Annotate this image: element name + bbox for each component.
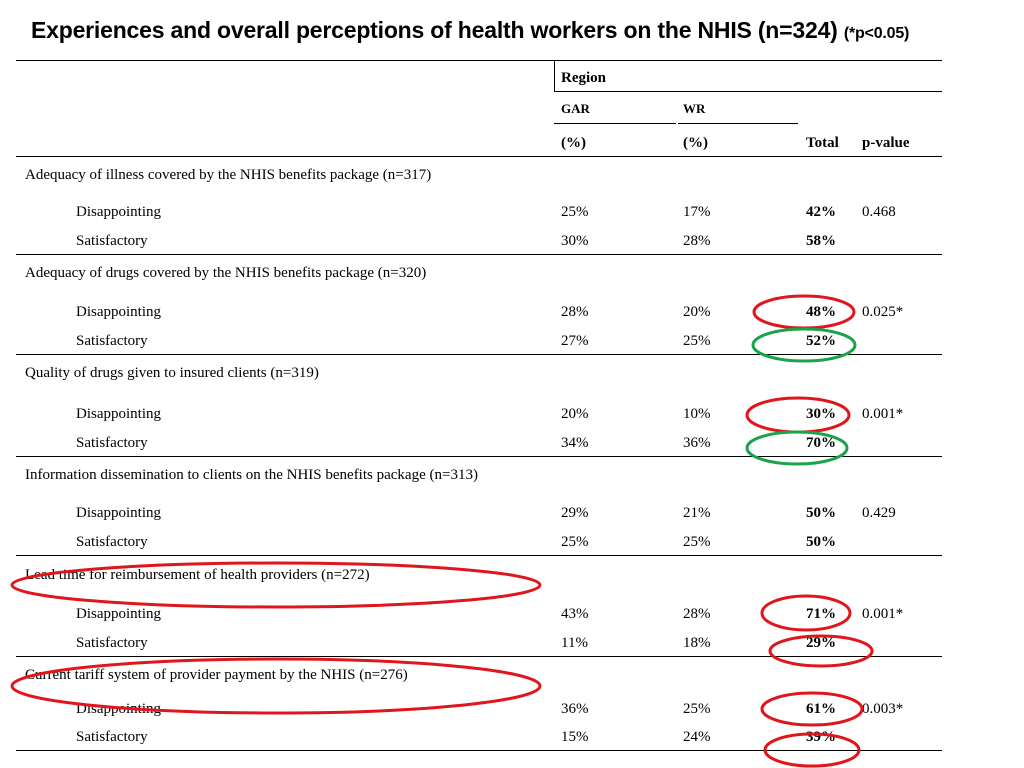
table-row: Disappointing 20% 10% 30% 0.001*	[0, 406, 1024, 426]
section-divider	[16, 456, 942, 457]
row-wr-value: 21%	[683, 505, 711, 521]
row-gar-value: 28%	[561, 304, 589, 320]
row-label: Disappointing	[76, 505, 161, 521]
section-divider	[16, 354, 942, 355]
header-wr: WR	[683, 101, 706, 116]
header-gar: GAR	[561, 101, 590, 116]
row-gar-value: 20%	[561, 406, 589, 422]
table-top-rule	[16, 60, 942, 61]
row-wr-value: 10%	[683, 406, 711, 422]
row-pvalue: 0.429	[862, 505, 896, 521]
row-wr-value: 28%	[683, 606, 711, 622]
row-label: Satisfactory	[76, 435, 148, 451]
header-total: Total	[806, 135, 839, 151]
header-region: Region	[561, 70, 606, 86]
row-pvalue: 0.003*	[862, 701, 904, 717]
row-wr-value: 17%	[683, 204, 711, 220]
row-wr-value: 25%	[683, 701, 711, 717]
table-row: Satisfactory 30% 28% 58%	[0, 233, 1024, 253]
row-gar-value: 36%	[561, 701, 589, 717]
row-gar-value: 25%	[561, 534, 589, 550]
row-label: Disappointing	[76, 606, 161, 622]
row-wr-value: 25%	[683, 333, 711, 349]
row-total-value: 50%	[806, 534, 836, 550]
row-label: Satisfactory	[76, 333, 148, 349]
row-wr-value: 28%	[683, 233, 711, 249]
row-total-value: 29%	[806, 635, 836, 651]
gar-wr-underline	[678, 123, 798, 124]
row-wr-value: 36%	[683, 435, 711, 451]
page-title: Experiences and overall perceptions of h…	[31, 17, 909, 44]
row-gar-value: 29%	[561, 505, 589, 521]
row-total-value: 70%	[806, 435, 836, 451]
row-total-value: 71%	[806, 606, 836, 622]
row-label: Disappointing	[76, 204, 161, 220]
section-title: Adequacy of illness covered by the NHIS …	[25, 167, 432, 183]
table-row: Disappointing 29% 21% 50% 0.429	[0, 505, 1024, 525]
row-label: Satisfactory	[76, 233, 148, 249]
table-row: Disappointing 25% 17% 42% 0.468	[0, 204, 1024, 224]
section-title: Quality of drugs given to insured client…	[25, 365, 319, 381]
row-wr-value: 18%	[683, 635, 711, 651]
title-main: Experiences and overall perceptions of h…	[31, 17, 838, 43]
table-bottom-rule	[16, 750, 942, 751]
table-row: Disappointing 28% 20% 48% 0.025*	[0, 304, 1024, 324]
row-gar-value: 34%	[561, 435, 589, 451]
row-label: Satisfactory	[76, 729, 148, 745]
region-col-divider	[554, 60, 555, 91]
row-label: Disappointing	[76, 701, 161, 717]
row-total-value: 61%	[806, 701, 836, 717]
row-total-value: 42%	[806, 204, 836, 220]
row-label: Satisfactory	[76, 635, 148, 651]
table-row: Disappointing 36% 25% 61% 0.003*	[0, 701, 1024, 721]
row-total-value: 39%	[806, 729, 836, 745]
row-total-value: 50%	[806, 505, 836, 521]
header-pvalue: p-value	[862, 135, 910, 151]
row-total-value: 58%	[806, 233, 836, 249]
table-row: Satisfactory 11% 18% 29%	[0, 635, 1024, 655]
section-divider	[16, 555, 942, 556]
header-bottom-rule	[16, 156, 942, 157]
section-title: Current tariff system of provider paymen…	[25, 667, 408, 683]
header-gar-unit: (%)	[561, 135, 586, 151]
section-title: Information dissemination to clients on …	[25, 467, 478, 483]
header-wr-unit: (%)	[683, 135, 708, 151]
row-total-value: 30%	[806, 406, 836, 422]
row-wr-value: 20%	[683, 304, 711, 320]
row-pvalue: 0.025*	[862, 304, 904, 320]
row-gar-value: 27%	[561, 333, 589, 349]
row-pvalue: 0.001*	[862, 406, 904, 422]
row-gar-value: 30%	[561, 233, 589, 249]
row-gar-value: 11%	[561, 635, 588, 651]
row-wr-value: 24%	[683, 729, 711, 745]
table-row: Satisfactory 15% 24% 39%	[0, 729, 1024, 749]
table-row: Satisfactory 27% 25% 52%	[0, 333, 1024, 353]
row-label: Satisfactory	[76, 534, 148, 550]
row-gar-value: 43%	[561, 606, 589, 622]
section-title: Lead time for reimbursement of health pr…	[25, 567, 370, 583]
table-row: Disappointing 43% 28% 71% 0.001*	[0, 606, 1024, 626]
table-row: Satisfactory 25% 25% 50%	[0, 534, 1024, 554]
section-divider	[16, 656, 942, 657]
row-gar-value: 15%	[561, 729, 589, 745]
row-wr-value: 25%	[683, 534, 711, 550]
row-pvalue: 0.001*	[862, 606, 904, 622]
row-total-value: 48%	[806, 304, 836, 320]
title-significance-note: (*p<0.05)	[843, 25, 910, 42]
section-title: Adequacy of drugs covered by the NHIS be…	[25, 265, 427, 281]
gar-wr-underline	[554, 123, 676, 124]
row-total-value: 52%	[806, 333, 836, 349]
region-underline	[554, 91, 942, 92]
section-divider	[16, 254, 942, 255]
table-row: Satisfactory 34% 36% 70%	[0, 435, 1024, 455]
row-pvalue: 0.468	[862, 204, 896, 220]
row-gar-value: 25%	[561, 204, 589, 220]
row-label: Disappointing	[76, 304, 161, 320]
row-label: Disappointing	[76, 406, 161, 422]
